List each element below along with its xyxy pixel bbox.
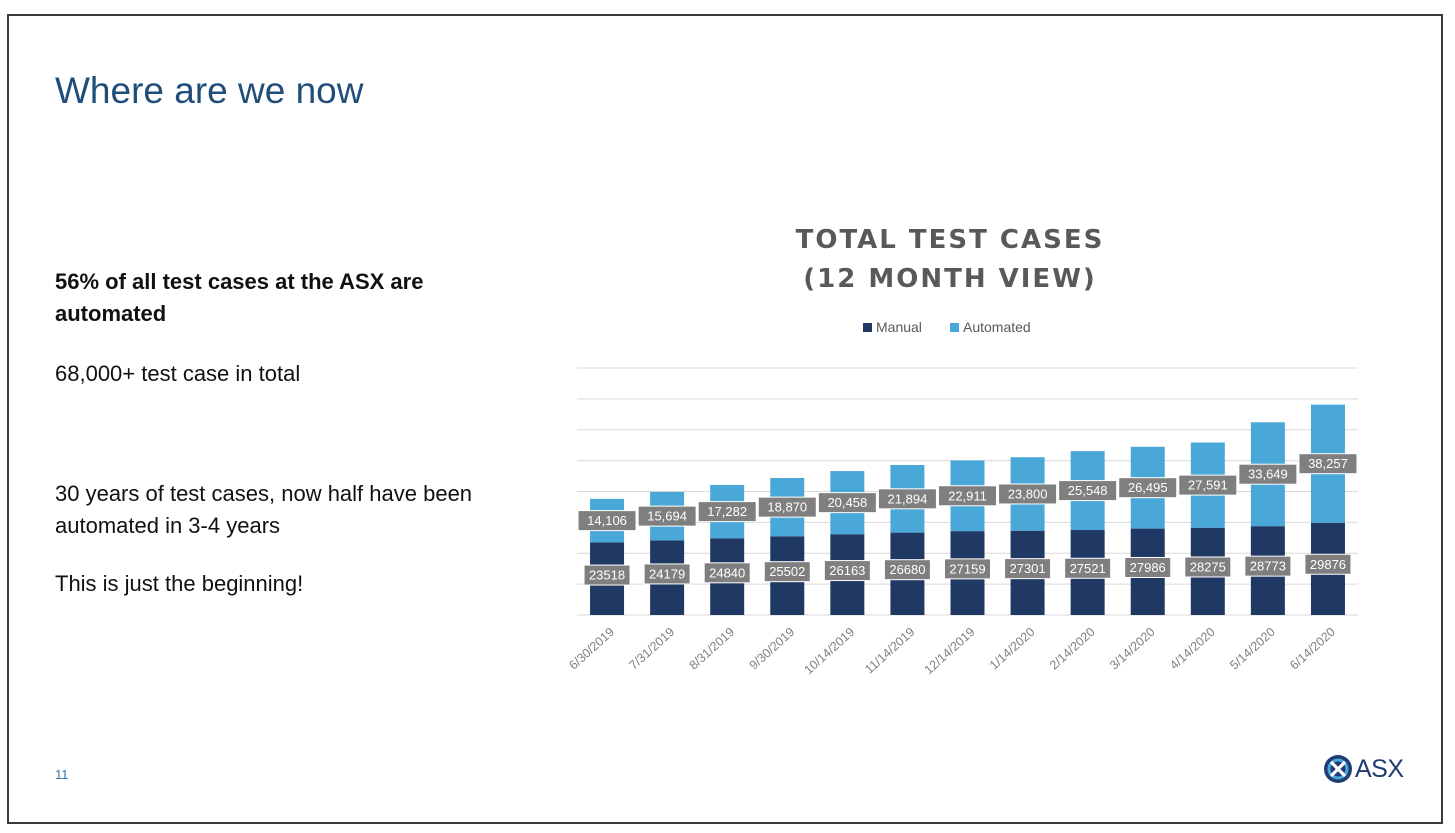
x-tick-label: 9/30/2019 xyxy=(747,625,798,673)
slide: Where are we now 56% of all test cases a… xyxy=(7,14,1443,824)
bullet-total-cases: 68,000+ test case in total xyxy=(55,361,301,386)
data-label-manual: 27986 xyxy=(1130,560,1166,575)
data-label-box-manual xyxy=(1304,553,1352,575)
data-label-manual: 27301 xyxy=(1009,561,1045,576)
data-label-box-automated xyxy=(577,510,637,532)
data-label-box-manual xyxy=(1184,556,1232,578)
x-tick-label: 3/14/2020 xyxy=(1107,625,1158,673)
asx-logo-text: ASX xyxy=(1355,754,1404,783)
data-label-automated: 25,548 xyxy=(1068,483,1108,498)
data-label-manual: 28773 xyxy=(1250,559,1286,574)
data-label-box-automated xyxy=(637,505,697,527)
data-label-box-automated xyxy=(1118,477,1178,499)
data-label-box-automated xyxy=(1238,463,1298,485)
x-tick-label: 7/31/2019 xyxy=(626,625,677,673)
chart-legend: Manual Automated xyxy=(863,319,1031,335)
data-label-manual: 26680 xyxy=(889,562,925,577)
chart-data-labels: 23518 14,106 24179 15,694 24840 17,282 25502 18… xyxy=(577,453,1358,586)
data-label-manual: 28275 xyxy=(1190,559,1226,574)
data-label-manual: 24179 xyxy=(649,566,685,581)
chart-title-line-1: TOTAL TEST CASES xyxy=(796,225,1105,255)
data-label-box-manual xyxy=(1064,557,1112,579)
data-label-box-automated xyxy=(998,483,1058,505)
data-label-box-manual xyxy=(703,562,751,584)
data-label-manual: 27159 xyxy=(949,561,985,576)
data-label-box-manual xyxy=(643,563,691,585)
legend-label-automated: Automated xyxy=(963,319,1031,335)
x-tick-label: 8/31/2019 xyxy=(687,625,738,673)
data-label-automated: 38,257 xyxy=(1308,456,1348,471)
page-number: 11 xyxy=(55,767,69,782)
data-label-box-automated xyxy=(697,501,757,523)
data-label-box-automated xyxy=(938,485,997,507)
data-label-box-manual xyxy=(583,564,631,586)
chart-title-line-2: (12 MONTH VIEW) xyxy=(803,264,1097,294)
x-tick-label: 10/14/2019 xyxy=(801,625,857,677)
data-label-automated: 22,911 xyxy=(948,488,987,503)
x-tick-label: 6/30/2019 xyxy=(566,625,617,673)
bullet-automation-share: 56% of all test cases at the ASX are aut… xyxy=(55,269,424,326)
data-label-manual: 24840 xyxy=(709,565,745,580)
data-label-box-automated xyxy=(817,492,877,514)
x-tick-label: 5/14/2020 xyxy=(1227,625,1278,673)
data-label-box-manual xyxy=(883,559,931,581)
chart-x-axis: 6/30/2019 7/31/2019 8/31/2019 9/30/2019 10/1… xyxy=(566,625,1338,677)
data-label-automated: 26,495 xyxy=(1128,480,1168,495)
data-label-box-manual xyxy=(1124,556,1172,578)
x-tick-label: 6/14/2020 xyxy=(1287,625,1338,673)
data-label-box-automated xyxy=(877,488,937,510)
legend-swatch-automated xyxy=(950,323,959,332)
data-label-manual: 26163 xyxy=(829,563,865,578)
legend-swatch-manual xyxy=(863,323,872,332)
data-label-manual: 27521 xyxy=(1070,561,1106,576)
data-label-automated: 23,800 xyxy=(1008,486,1048,501)
data-label-box-automated xyxy=(1298,453,1358,475)
asx-logo-icon xyxy=(1324,755,1352,783)
x-tick-label: 12/14/2019 xyxy=(922,625,978,677)
data-label-automated: 20,458 xyxy=(827,495,867,510)
data-label-automated: 27,591 xyxy=(1188,478,1228,493)
data-label-box-automated xyxy=(1178,474,1238,496)
data-label-automated: 14,106 xyxy=(587,513,627,528)
data-label-manual: 29876 xyxy=(1310,557,1346,572)
legend-label-manual: Manual xyxy=(876,319,922,335)
data-label-box-manual xyxy=(1004,558,1052,580)
data-label-manual: 25502 xyxy=(769,564,805,579)
data-label-box-automated xyxy=(1058,480,1118,502)
data-label-box-manual xyxy=(763,561,811,583)
data-label-automated: 17,282 xyxy=(707,504,747,519)
x-tick-label: 11/14/2019 xyxy=(862,625,917,677)
data-label-box-automated xyxy=(757,496,817,518)
bullet-beginning: This is just the beginning! xyxy=(55,571,304,596)
data-label-box-manual xyxy=(1244,555,1292,577)
x-tick-label: 4/14/2020 xyxy=(1167,625,1218,673)
data-label-automated: 33,649 xyxy=(1248,467,1288,482)
data-label-manual: 23518 xyxy=(589,568,625,583)
data-label-automated: 21,894 xyxy=(888,491,928,506)
asx-logo: ASX xyxy=(1323,754,1404,784)
x-tick-label: 2/14/2020 xyxy=(1047,625,1098,673)
data-label-automated: 18,870 xyxy=(767,500,807,515)
data-label-box-manual xyxy=(944,558,991,580)
x-tick-label: 1/14/2020 xyxy=(987,625,1038,673)
data-label-box-manual xyxy=(823,560,871,582)
slide-title: Where are we now xyxy=(55,70,364,111)
bullet-history: 30 years of test cases, now half have be… xyxy=(55,481,473,538)
data-label-automated: 15,694 xyxy=(647,509,687,524)
